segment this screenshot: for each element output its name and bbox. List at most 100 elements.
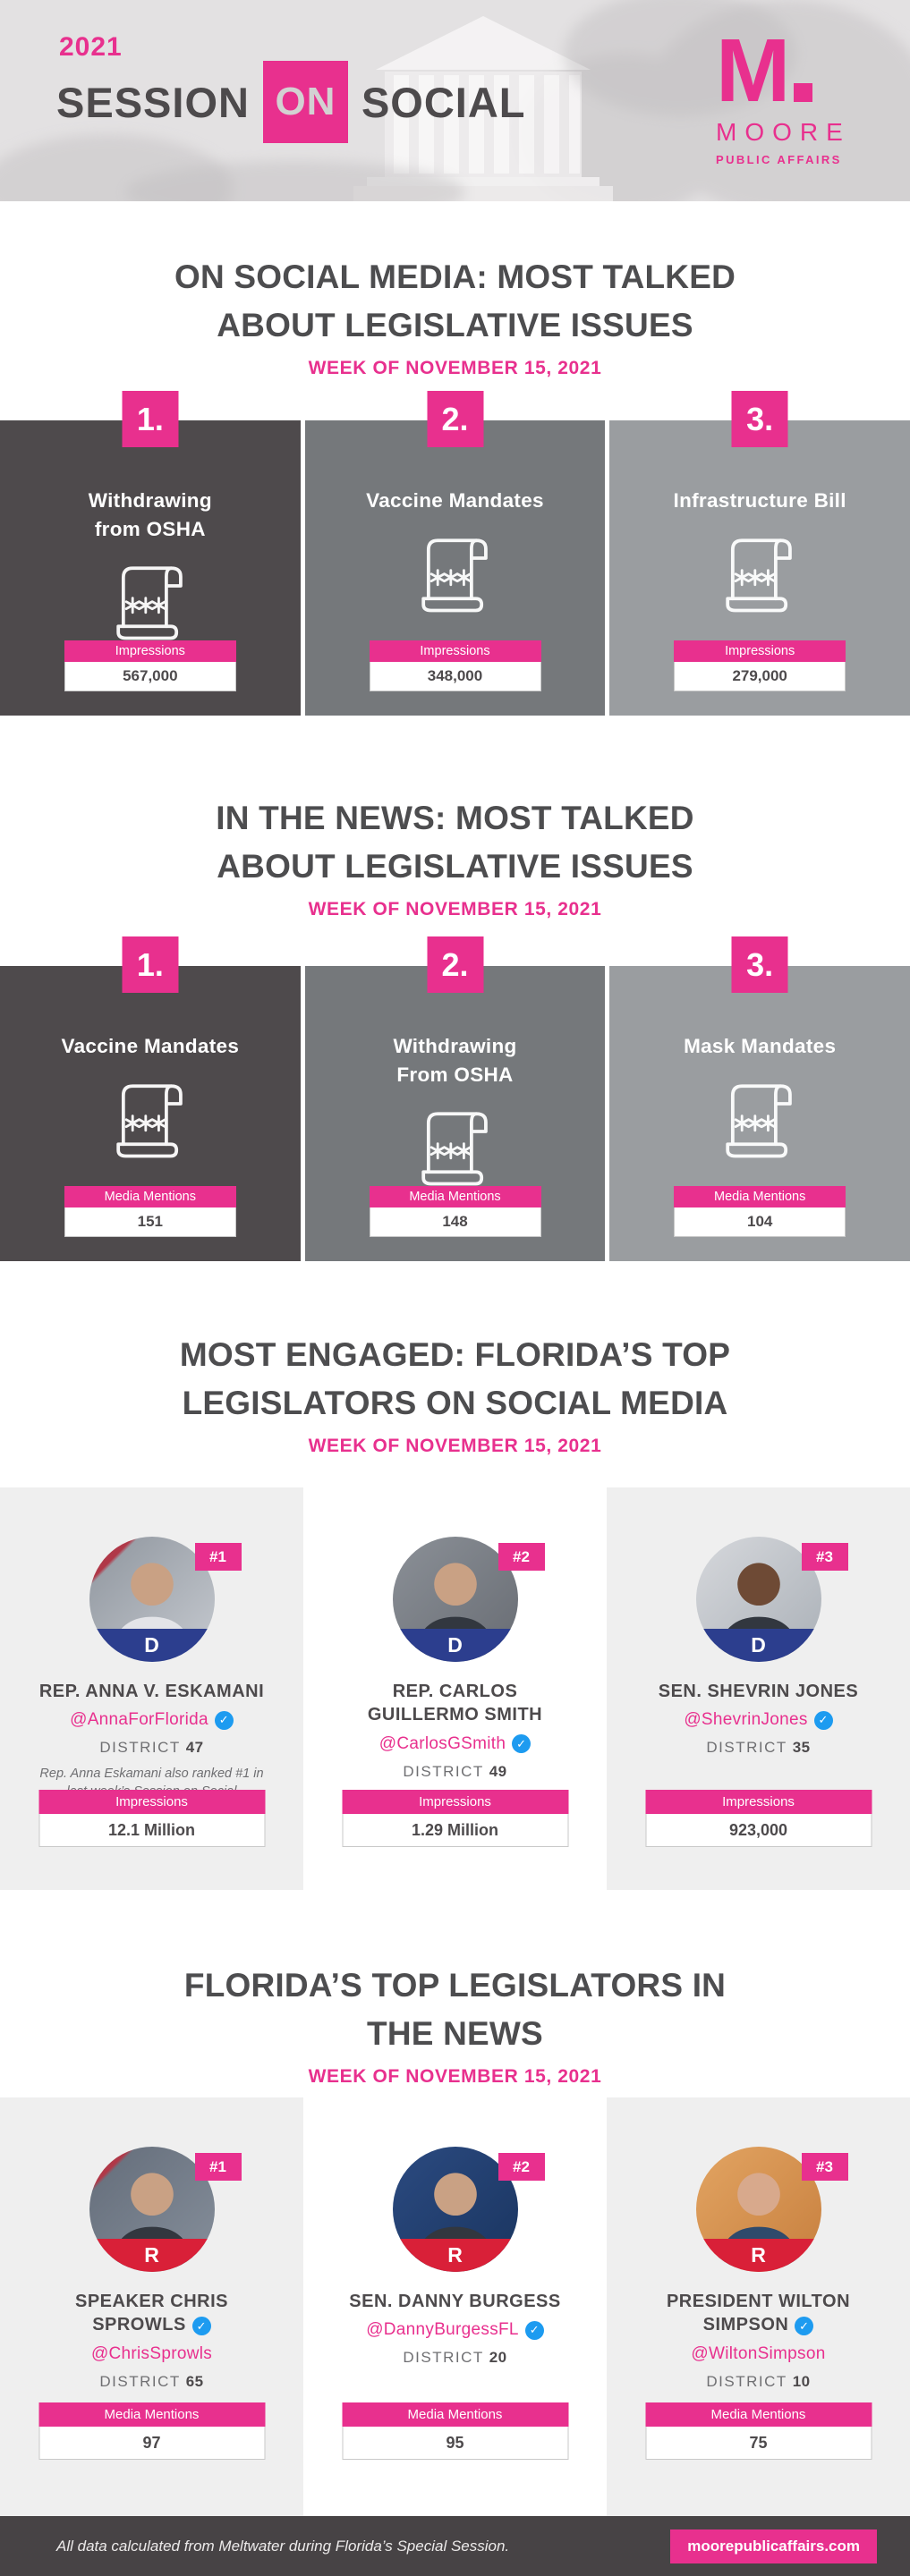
metric-value: 95	[342, 2427, 568, 2460]
legislator-card-rank3: R #3 PRESIDENT WILTON SIMPSON ✓ @WiltonSi…	[607, 2097, 910, 2516]
district-label: DISTRICT	[403, 1762, 484, 1780]
metric-label: Impressions	[38, 1790, 265, 1814]
legislator-card-rank3: D #3 SEN. SHEVRIN JONES @ShevrinJones ✓ D…	[607, 1487, 910, 1890]
district-number: 49	[489, 1762, 507, 1780]
metric-value: 148	[369, 1208, 541, 1237]
district-line: DISTRICT 20	[303, 2349, 607, 2367]
title-social: SOCIAL	[361, 78, 526, 126]
metric-value: 97	[38, 2427, 265, 2460]
website-link-button[interactable]: moorepublicaffairs.com	[670, 2529, 877, 2563]
section-subtitle: WEEK OF NOVEMBER 15, 2021	[308, 899, 602, 920]
avatar-photo: D	[695, 1537, 821, 1662]
moore-public-affairs-logo: M MOORE PUBLIC AFFAIRS	[716, 21, 859, 166]
legislator-cards-row: R #1 SPEAKER CHRIS SPROWLS ✓ @ChrisSprowl…	[0, 2097, 910, 2516]
party-badge: D	[392, 1629, 518, 1662]
metric-value: 104	[674, 1208, 846, 1237]
avatar-photo: R	[695, 2147, 821, 2272]
avatar-photo: R	[89, 2147, 215, 2272]
rank-number-badge: #1	[194, 1543, 242, 1571]
metric-box: Media Mentions 97	[38, 2402, 265, 2460]
issue-topic: Vaccine Mandates	[61, 1035, 240, 1057]
legislator-card-rank1: R #1 SPEAKER CHRIS SPROWLS ✓ @ChrisSprowl…	[0, 2097, 303, 2516]
verified-badge-icon: ✓	[191, 2316, 211, 2335]
legislator-card-rank1: D #1 REP. ANNA V. ESKAMANI @AnnaForFlori…	[0, 1487, 303, 1890]
section-subtitle: WEEK OF NOVEMBER 15, 2021	[308, 358, 602, 379]
rank-number-badge: #2	[498, 1543, 545, 1571]
legislator-handle: @DannyBurgessFL ✓	[303, 2320, 607, 2340]
legislator-handle: @CarlosGSmith ✓	[303, 1734, 607, 1754]
metric-label: Impressions	[645, 1790, 872, 1814]
legislator-name: REP. ANNA V. ESKAMANI	[38, 1682, 265, 1701]
handle-text: @CarlosGSmith	[378, 1733, 506, 1753]
issue-topic: Infrastructure Bill	[673, 489, 846, 512]
logo-square-dot-icon	[794, 83, 813, 102]
issue-card-rank3: 3. Mask Mandates	[609, 936, 910, 1261]
metric-value: 923,000	[645, 1814, 872, 1847]
district-label: DISTRICT	[99, 2372, 181, 2390]
metric-value: 279,000	[674, 662, 846, 691]
avatar-wrap: D #3	[695, 1537, 848, 1662]
party-badge: R	[89, 2239, 215, 2272]
capitol-photo-background	[0, 0, 910, 201]
scroll-stars-icon	[116, 566, 183, 640]
party-badge: R	[392, 2239, 518, 2272]
scroll-stars-icon	[116, 1083, 183, 1157]
verified-badge-icon: ✓	[813, 1710, 833, 1730]
district-line: DISTRICT 65	[0, 2373, 303, 2391]
legislator-name: PRESIDENT WILTON SIMPSON ✓	[664, 2290, 854, 2337]
year-label: 2021	[59, 32, 123, 62]
scroll-stars-icon	[726, 1083, 792, 1157]
metric-box: Media Mentions 75	[645, 2402, 872, 2460]
metric-value: 12.1 Million	[38, 1814, 265, 1847]
verified-badge-icon: ✓	[214, 1710, 234, 1730]
legislator-card-rank2: D #2 REP. CARLOS GUILLERMO SMITH @Carlos…	[303, 1487, 607, 1890]
name-text: SPEAKER CHRIS SPROWLS	[75, 2292, 228, 2335]
logo-name: MOORE	[716, 118, 851, 146]
issue-topic: Withdrawing From OSHA	[393, 1035, 517, 1086]
district-line: DISTRICT 35	[607, 1739, 910, 1757]
metric-box: Media Mentions 95	[342, 2402, 568, 2460]
metric-value: 1.29 Million	[342, 1814, 568, 1847]
verified-badge-icon: ✓	[795, 2316, 814, 2335]
rank-number-badge: #3	[801, 1543, 848, 1571]
metric-box: Impressions 1.29 Million	[342, 1790, 568, 1847]
handle-text: @ShevrinJones	[684, 1710, 808, 1730]
party-badge: R	[695, 2239, 821, 2272]
avatar-wrap: R #3	[695, 2147, 848, 2272]
metric-label: Impressions	[674, 640, 846, 662]
district-line: DISTRICT 49	[303, 1763, 607, 1781]
metric-box: Impressions 923,000	[645, 1790, 872, 1847]
metric-box: Impressions 348,000	[369, 640, 541, 691]
legislator-handle: @ShevrinJones ✓	[607, 1710, 910, 1730]
metric-box: Impressions 279,000	[674, 640, 846, 691]
party-badge: D	[695, 1629, 821, 1662]
legislator-card-rank2: R #2 SEN. DANNY BURGESS @DannyBurgessFL ✓…	[303, 2097, 607, 2516]
section-titles: ON SOCIAL MEDIA: MOST TALKED ABOUT LEGIS…	[0, 253, 910, 381]
avatar-wrap: R #1	[89, 2147, 242, 2272]
data-source-note: All data calculated from Meltwater durin…	[56, 2537, 510, 2555]
district-label: DISTRICT	[403, 2349, 484, 2367]
section-news-issues: IN THE NEWS: MOST TALKED ABOUT LEGISLATI…	[0, 794, 910, 1261]
title-on-box: ON	[262, 61, 348, 143]
metric-box: Media Mentions 151	[64, 1186, 236, 1237]
logo-tagline: PUBLIC AFFAIRS	[716, 153, 842, 166]
section-subtitle: WEEK OF NOVEMBER 15, 2021	[308, 1436, 602, 1457]
district-label: DISTRICT	[99, 1739, 181, 1757]
metric-label: Impressions	[64, 640, 236, 662]
issue-card-rank2: 2. Vaccine Mandates	[304, 391, 606, 716]
metric-label: Media Mentions	[369, 1186, 541, 1208]
section-title: MOST ENGAGED: FLORIDA’S TOP LEGISLATORS …	[179, 1336, 731, 1421]
page-title: SESSION ON SOCIAL	[56, 61, 526, 143]
avatar-wrap: R #2	[392, 2147, 545, 2272]
metric-box: Impressions 12.1 Million	[38, 1790, 265, 1847]
district-number: 20	[489, 2349, 507, 2367]
metric-value: 567,000	[64, 662, 236, 691]
legislator-handle: @WiltonSimpson	[691, 2343, 826, 2363]
section-title: ON SOCIAL MEDIA: MOST TALKED ABOUT LEGIS…	[174, 258, 736, 343]
scroll-stars-icon	[421, 1112, 488, 1186]
issue-topic: Vaccine Mandates	[366, 489, 544, 512]
logo-m-letter: M	[716, 21, 790, 121]
legislator-handle: @AnnaForFlorida ✓	[0, 1710, 303, 1730]
district-number: 47	[185, 1739, 204, 1757]
